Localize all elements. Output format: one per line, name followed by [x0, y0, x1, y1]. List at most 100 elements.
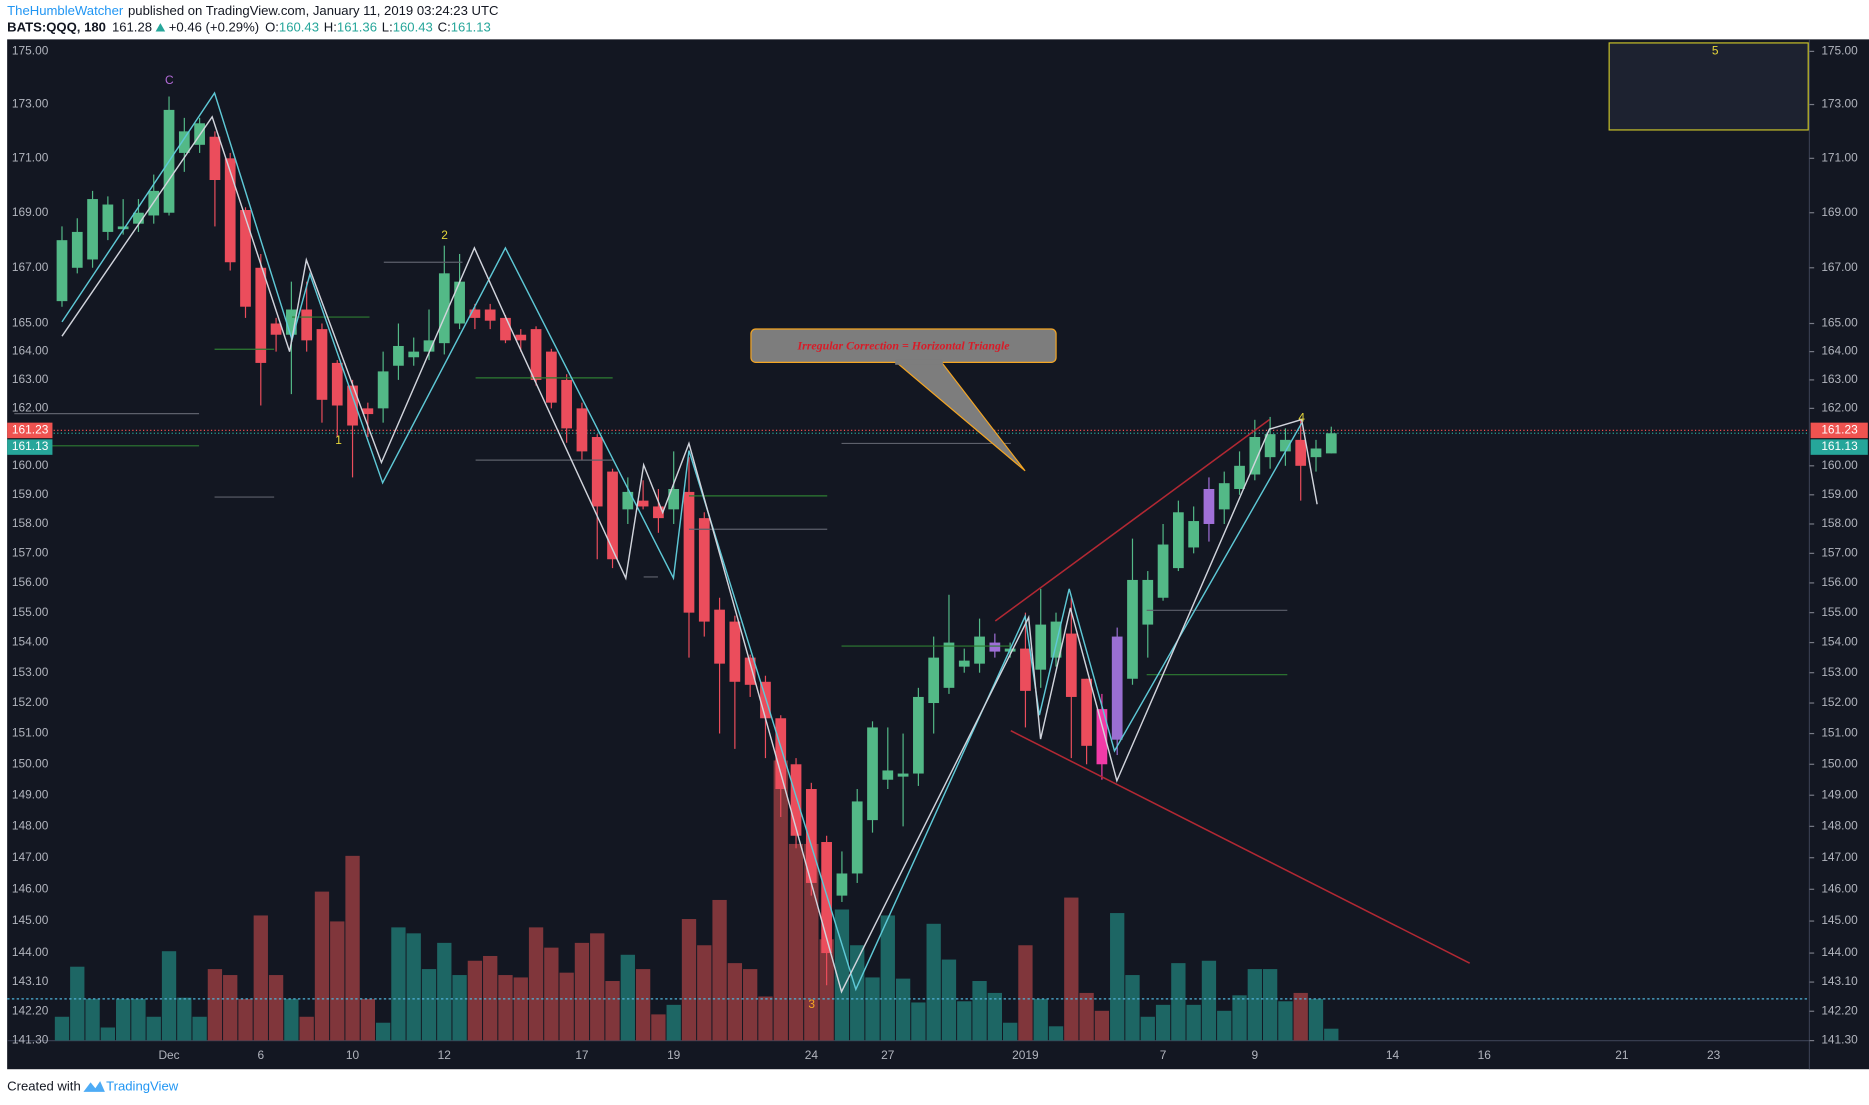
ohlc-value: 160.43	[393, 20, 433, 35]
volume-bar	[100, 1027, 116, 1041]
candle-body	[913, 696, 924, 774]
candle-body	[1096, 709, 1108, 765]
y-tick-label: 158.00	[1821, 516, 1858, 530]
volume-bar	[911, 1002, 926, 1041]
volume-bar	[1140, 1016, 1155, 1041]
volume-bar	[972, 981, 987, 1041]
wave-label: 4	[1298, 411, 1305, 425]
zigzag-white	[61, 115, 1318, 994]
candle-body	[943, 642, 955, 688]
volume-bar	[1278, 1001, 1293, 1041]
author-link[interactable]: TheHumbleWatcher	[7, 3, 124, 18]
candle-body	[744, 657, 756, 685]
candle-body	[1325, 433, 1337, 454]
candle-body	[530, 329, 542, 380]
volume-bar	[1125, 975, 1140, 1041]
ohlc-label: C:	[438, 20, 451, 35]
x-tick-label: 7	[1160, 1048, 1167, 1062]
price-lines	[7, 429, 1810, 434]
volume-bar	[192, 1016, 207, 1041]
ohlc-label: O:	[265, 20, 279, 35]
wave-label: 5	[1712, 43, 1719, 57]
volume-bar	[1171, 963, 1186, 1041]
y-tick-label: 157.00	[12, 545, 49, 559]
volume-bar	[85, 998, 100, 1041]
y-tick-label: 150.00	[12, 756, 49, 770]
candle-body	[438, 273, 450, 344]
x-tick-label: 9	[1252, 1048, 1259, 1062]
volume-bar	[452, 975, 467, 1041]
y-tick-label: 148.00	[12, 819, 49, 833]
y-tick-label: 147.00	[12, 850, 49, 864]
volume-bar	[1293, 992, 1308, 1041]
volume-bar	[743, 969, 758, 1041]
candle-body	[683, 491, 695, 613]
candle-body	[607, 471, 618, 560]
volume-bar	[834, 909, 850, 1041]
volume-bar	[513, 977, 528, 1041]
candle-body	[224, 158, 236, 263]
chart-panel	[7, 39, 1869, 1070]
y-tick-label: 173.00	[12, 97, 49, 111]
x-tick-label: 10	[346, 1048, 360, 1062]
footer-brand[interactable]: TradingView	[106, 1079, 179, 1094]
volume-bar	[421, 969, 437, 1041]
y-tick-label: 150.00	[1821, 756, 1858, 770]
header-line-1: TheHumbleWatcher published on TradingView…	[7, 3, 498, 18]
ohlc-value: 160.43	[279, 20, 319, 35]
candle-body	[316, 329, 328, 400]
volume-bar	[1110, 913, 1125, 1041]
candle-body	[331, 362, 343, 406]
candle-body	[56, 240, 68, 302]
candle-body	[454, 281, 465, 324]
ohlc-value: 161.36	[337, 20, 377, 35]
y-tick-label: 145.00	[12, 913, 49, 927]
candle-body	[1310, 448, 1322, 458]
volume-bar	[758, 996, 773, 1041]
volume-bar	[1155, 1004, 1171, 1041]
trendline	[1010, 730, 1471, 964]
candle-body	[87, 199, 98, 260]
footer-text: Created with	[7, 1079, 81, 1094]
y-tick-label: 160.00	[1821, 458, 1858, 472]
candle-body	[423, 340, 435, 352]
callout-text: Irregular Correction = Horizontal Triang…	[796, 339, 1010, 353]
volume-bar	[177, 997, 192, 1041]
candle-body	[561, 379, 573, 429]
y-tick-label: 153.00	[1821, 665, 1858, 679]
volume-bar	[712, 899, 727, 1041]
candle-body	[897, 773, 909, 777]
y-tick-label: 153.00	[12, 665, 49, 679]
x-tick-label: 12	[438, 1048, 452, 1062]
wave-label: 1	[335, 433, 342, 447]
candle-body	[1295, 439, 1307, 466]
y-tick-label: 159.00	[12, 487, 49, 501]
published-text: published on TradingView.com, January 11…	[128, 3, 498, 18]
wave-label: 3	[808, 997, 815, 1011]
x-tick-label: 24	[805, 1048, 819, 1062]
y-tick-label: 151.00	[12, 726, 49, 740]
candle-body	[1203, 488, 1215, 524]
tv-logo[interactable]	[83, 1081, 105, 1092]
y-tick-label: 175.00	[12, 44, 49, 58]
volume-bar	[957, 1001, 972, 1041]
y-tick-label: 165.00	[1821, 316, 1858, 330]
price-label: 161.23	[12, 423, 49, 437]
candle-body	[989, 642, 1001, 652]
candle-body	[1157, 544, 1169, 598]
candle-body	[1188, 521, 1200, 548]
volume-bar	[1018, 945, 1033, 1041]
candle-body	[637, 500, 649, 507]
volume-bar	[131, 998, 146, 1041]
candle-body	[393, 345, 404, 366]
candle-body	[1280, 439, 1291, 452]
volume-bar	[666, 1004, 681, 1041]
volume-bar	[804, 843, 819, 1041]
x-tick-label: 2019	[1012, 1048, 1039, 1062]
volume-bar	[926, 923, 941, 1041]
candles-layer	[56, 96, 1337, 986]
volume-bar	[314, 891, 330, 1041]
y-tick-label: 144.00	[1821, 945, 1858, 959]
candle-body	[1127, 579, 1138, 679]
